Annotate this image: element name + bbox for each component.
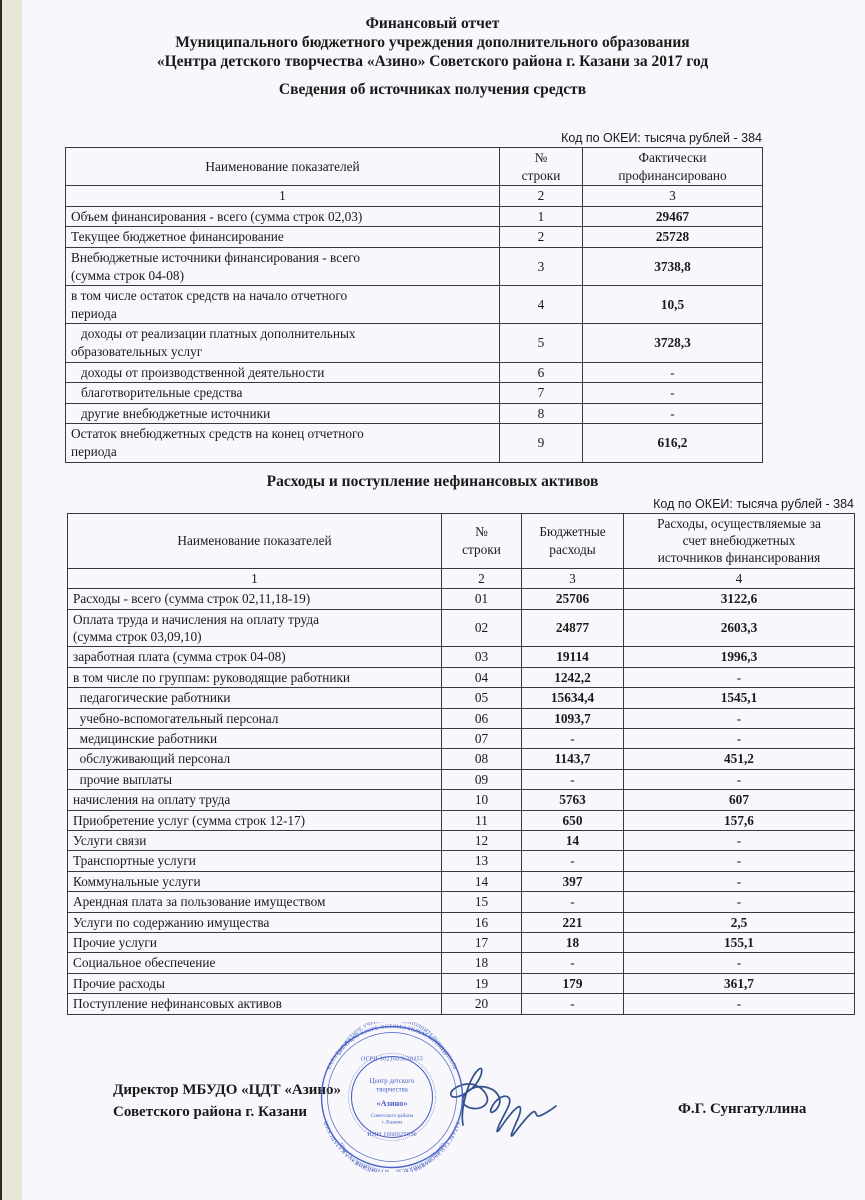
svg-text:Советского района: Советского района [371, 1112, 414, 1119]
svg-text:творчества: творчества [376, 1087, 408, 1094]
svg-text:ИНН 1660025036: ИНН 1660025036 [367, 1131, 417, 1138]
svg-text:Центр детского: Центр детского [370, 1078, 415, 1085]
svg-text:ОГРН 1021603630355: ОГРН 1021603630355 [361, 1056, 423, 1063]
svg-text:г. Казани: г. Казани [382, 1120, 402, 1126]
svg-text:«Азино»: «Азино» [377, 1099, 408, 1108]
